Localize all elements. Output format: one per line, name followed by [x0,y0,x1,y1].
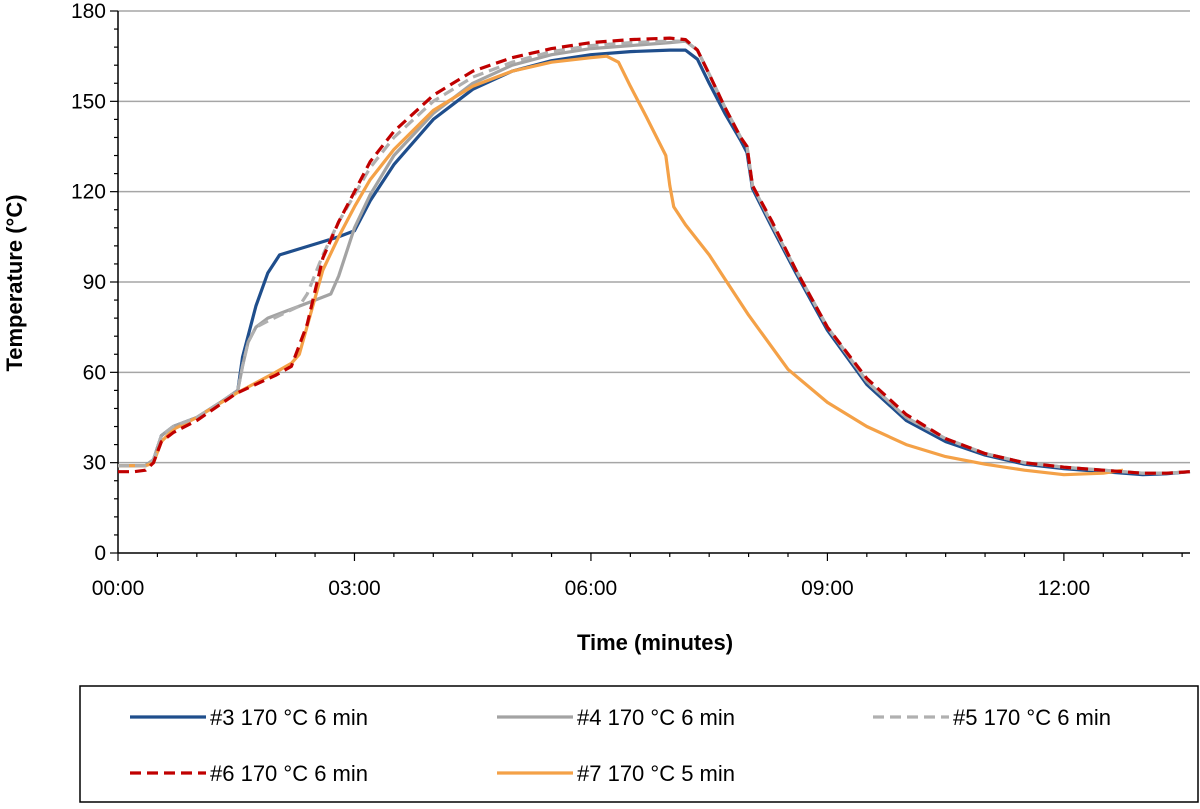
series-lines [118,36,1191,477]
y-tick-label: 0 [94,542,106,565]
legend-label: #5 170 °C 6 min [953,705,1111,730]
y-tick-label: 180 [71,0,106,23]
series-line [118,54,1124,477]
y-tick-label: 120 [71,181,106,204]
legend-label: #4 170 °C 6 min [577,705,735,730]
x-tick-label: 03:00 [328,577,381,600]
y-axis-title: Temperature (°C) [2,194,27,371]
gridlines [118,10,1190,464]
x-tick-label: 06:00 [565,577,618,600]
legend-item: #5 170 °C 6 min [873,705,1111,730]
y-tick-label: 90 [83,271,106,294]
legend-label: #7 170 °C 5 min [577,761,735,786]
series-line [118,39,1191,475]
axes [110,10,1190,561]
legend-box [79,685,1199,803]
x-tick-label: 12:00 [1038,577,1091,600]
y-tick-label: 150 [71,90,106,113]
y-tick-label: 30 [83,452,106,475]
legend-item: #4 170 °C 6 min [497,705,735,730]
legend-label: #3 170 °C 6 min [210,705,368,730]
x-tick-label: 00:00 [92,577,145,600]
x-axis-title: Time (minutes) [577,630,733,655]
series-line [118,48,1191,477]
legend-item: #3 170 °C 6 min [130,705,368,730]
tick-labels: 0 30 60 90 120 150 180 00:00 03:00 06:00 09:00 12:0… [71,0,1090,600]
series-line [118,36,1191,475]
legend-label: #6 170 °C 6 min [210,761,368,786]
legend-item: #6 170 °C 6 min [130,761,368,786]
legend-entries: #3 170 °C 6 min #4 170 °C 6 min #5 170 °C … [130,705,1111,786]
legend: #3 170 °C 6 min #4 170 °C 6 min #5 170 °C … [79,685,1199,803]
x-tick-label: 09:00 [801,577,854,600]
legend-item: #7 170 °C 5 min [497,761,735,786]
y-tick-label: 60 [83,361,106,384]
